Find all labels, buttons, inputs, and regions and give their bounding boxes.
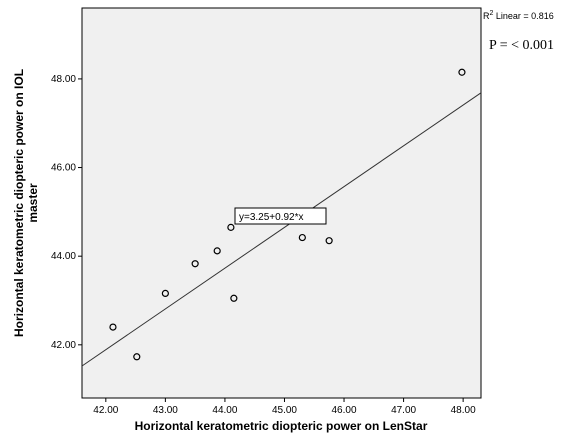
y-tick-label: 46.00 xyxy=(51,163,76,174)
y-axis-title-line-2: master xyxy=(26,183,40,223)
data-point xyxy=(325,237,333,245)
x-tick-label: 43.00 xyxy=(153,405,178,416)
data-point xyxy=(458,68,466,76)
y-axis-title-line-1: Horizontal keratometric diopteric power … xyxy=(12,69,26,337)
x-axis-ticks: 42.00 43.00 44.00 45.00 46.00 47.00 48.00 xyxy=(93,398,476,416)
x-tick-label: 42.00 xyxy=(93,405,118,416)
x-tick-label: 48.00 xyxy=(451,405,476,416)
y-tick-label: 42.00 xyxy=(51,340,76,351)
data-point xyxy=(298,233,306,242)
r-squared-label: R2 Linear = 0.816 xyxy=(483,10,554,21)
data-point xyxy=(213,247,221,255)
x-tick-label: 47.00 xyxy=(391,405,416,416)
equation-box: y=3.25+0.92*x xyxy=(234,207,327,225)
equation-label: y=3.25+0.92*x xyxy=(239,212,304,223)
x-tick-label: 44.00 xyxy=(212,405,237,416)
data-point xyxy=(227,223,235,231)
regression-line xyxy=(81,92,482,367)
y-axis-title: Horizontal keratometric diopteric power … xyxy=(12,69,40,337)
data-point xyxy=(230,294,238,302)
plot-area xyxy=(81,7,482,399)
y-axis-ticks: 42.00 44.00 46.00 48.00 xyxy=(51,74,82,351)
data-point xyxy=(161,289,169,298)
p-value-label: P = < 0.001 xyxy=(489,38,554,53)
x-tick-label: 46.00 xyxy=(332,405,357,416)
data-point xyxy=(109,323,117,331)
data-point xyxy=(191,260,199,268)
y-tick-label: 48.00 xyxy=(51,74,76,85)
y-tick-label: 44.00 xyxy=(51,251,76,262)
data-point xyxy=(133,353,141,361)
x-tick-label: 45.00 xyxy=(272,405,297,416)
x-axis-title: Horizontal keratometric diopteric power … xyxy=(135,419,428,433)
